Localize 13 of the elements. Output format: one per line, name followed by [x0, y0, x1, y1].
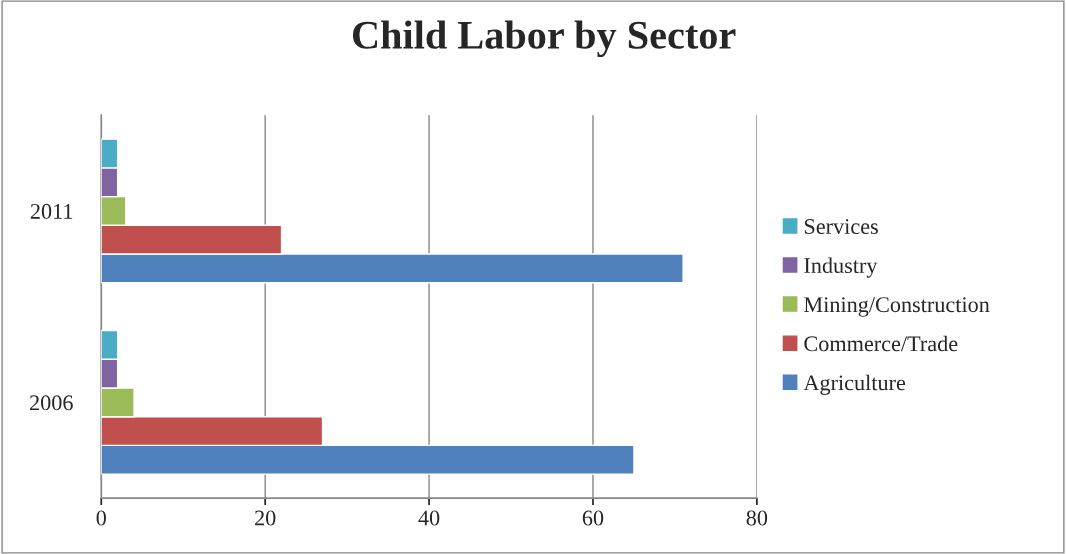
x-tick-label: 20: [255, 510, 276, 526]
legend-label: Industry: [804, 257, 878, 278]
x-tick-label: 80: [746, 510, 768, 526]
chart-title: Child Labor by Sector: [352, 20, 736, 58]
x-tick-label: 60: [582, 510, 604, 526]
x-tick-label: 40: [418, 510, 440, 526]
x-tick-label: 0: [96, 510, 106, 526]
legend-label: Commerce/Trade: [804, 335, 958, 352]
legend-label: Services: [804, 219, 878, 235]
y-tick-label: 2006: [30, 395, 73, 411]
legend-label: Mining/Construction: [804, 297, 990, 317]
y-tick-label: 2011: [30, 203, 73, 219]
legend-label: Agriculture: [803, 374, 906, 395]
